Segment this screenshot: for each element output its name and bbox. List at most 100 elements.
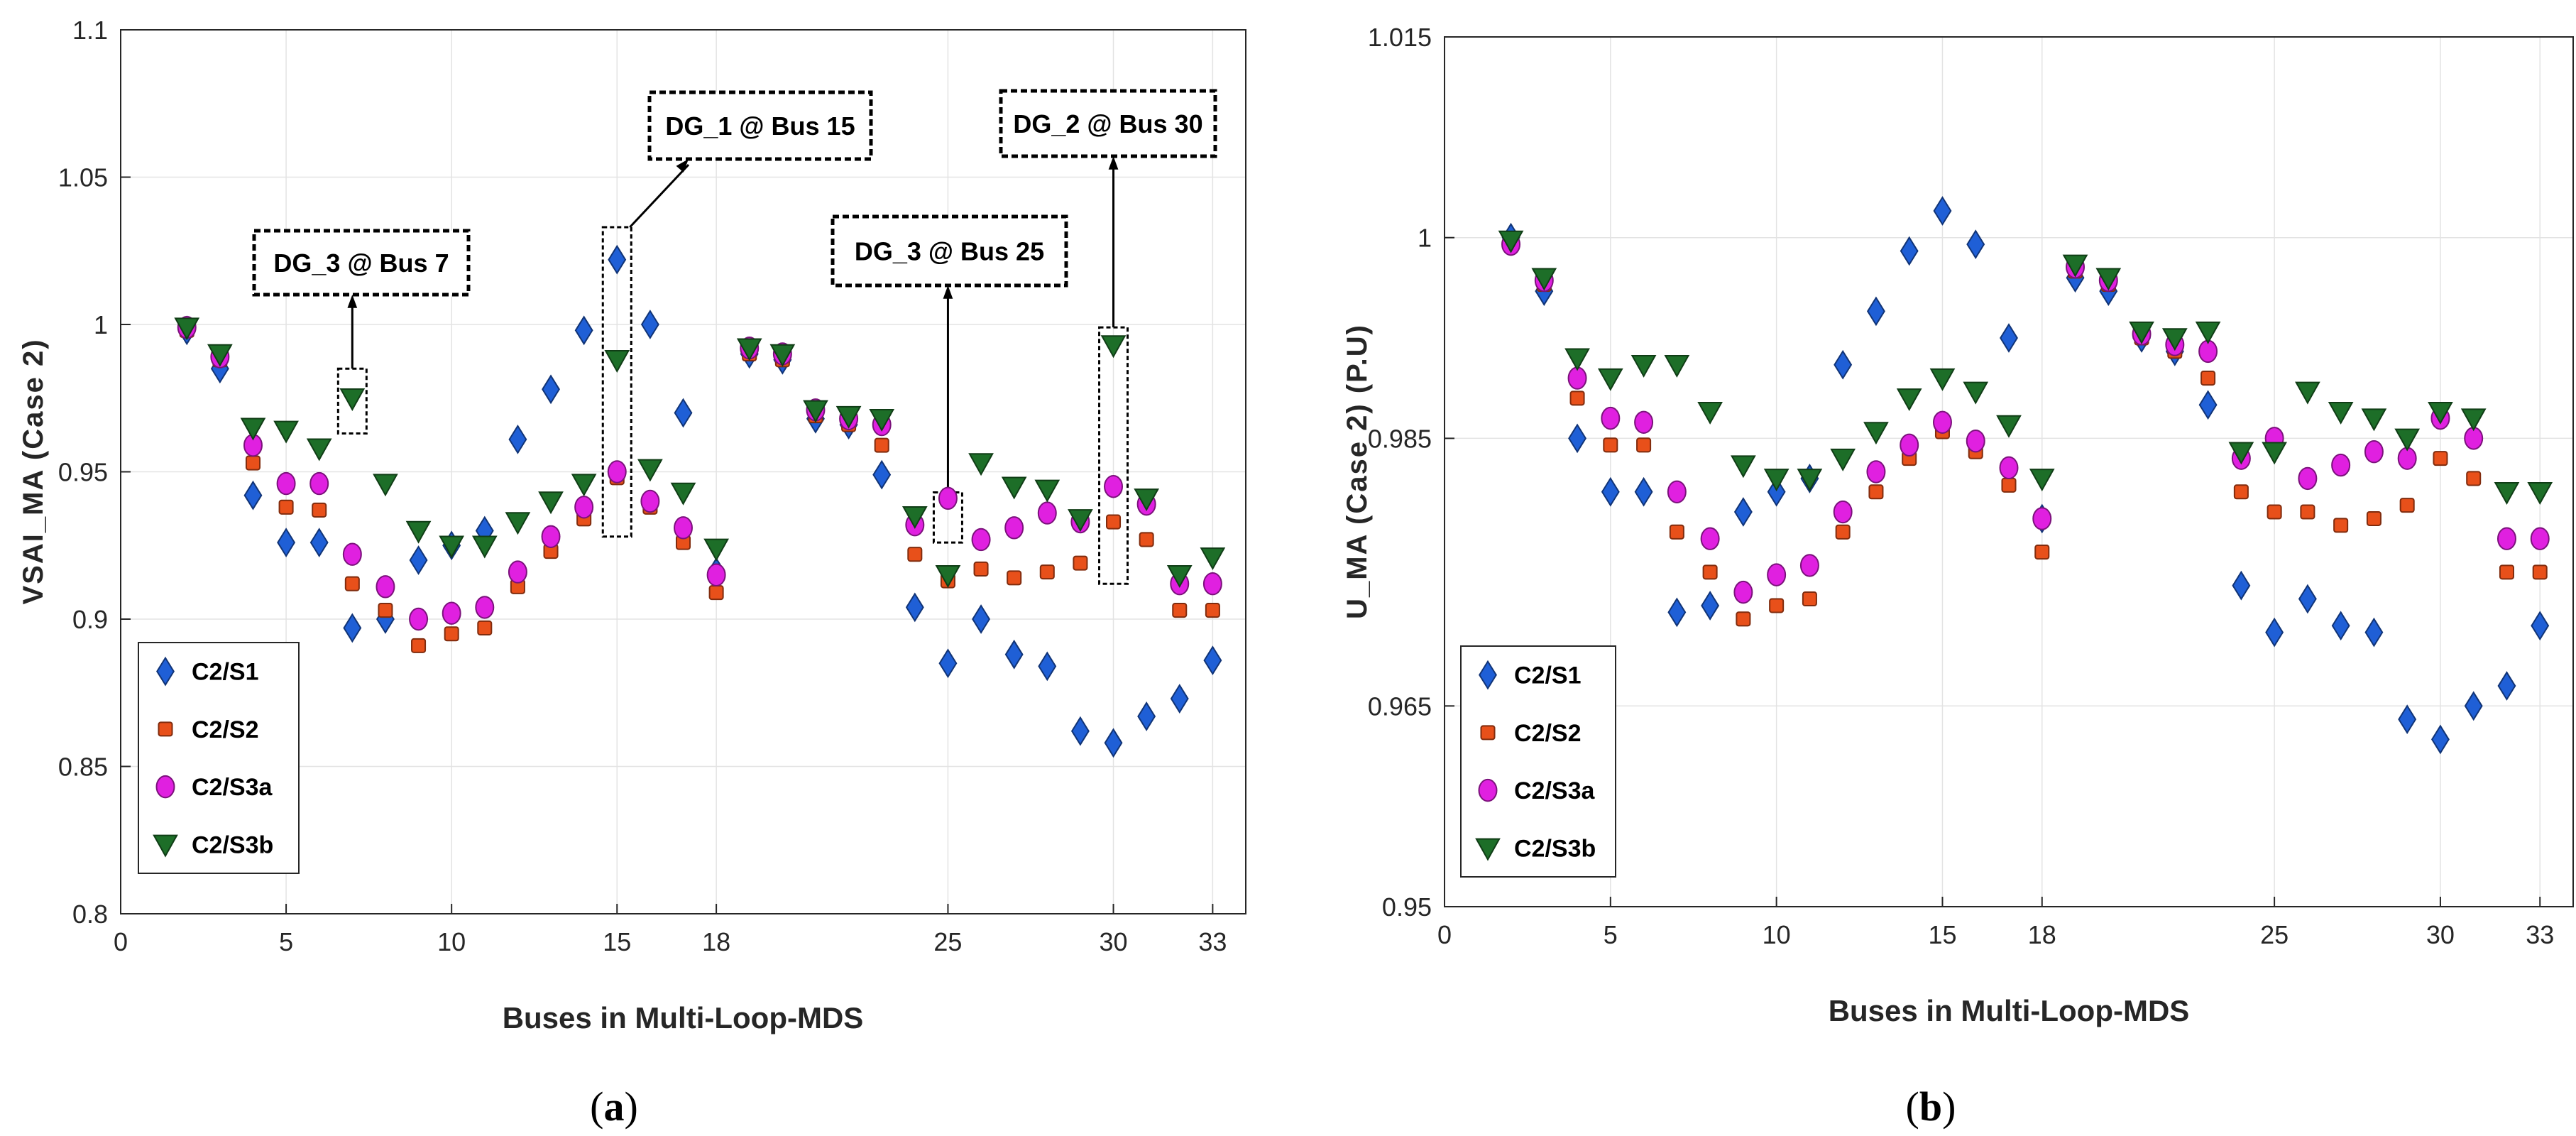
- data-point: [1929, 368, 1956, 391]
- annotation-arrowhead: [676, 159, 689, 173]
- annotations-a: DG_3 @ Bus 7 DG_1 @ Bus 15 DG_3 @ Bus 25 DG…: [252, 89, 1217, 585]
- data-point: [405, 520, 432, 544]
- annotation-arrow: [629, 163, 690, 229]
- data-point: [1963, 381, 1989, 405]
- data-point: [608, 244, 627, 275]
- annotation-label: DG_1 @ Bus 15: [665, 111, 855, 141]
- data-point: [2499, 564, 2514, 580]
- data-point: [508, 560, 527, 584]
- y-axis-label-a: VSAI_MA (Case 2): [18, 338, 49, 604]
- y-tick-label: 0.85: [58, 753, 108, 782]
- data-point: [2200, 371, 2216, 386]
- y-tick-label: 0.8: [72, 900, 108, 929]
- data-point: [1038, 651, 1057, 682]
- data-point: [1700, 527, 1720, 550]
- data-point: [938, 648, 958, 679]
- data-point: [207, 344, 233, 367]
- data-point: [968, 453, 994, 476]
- data-point: [1830, 448, 1856, 471]
- legend-marker: [1475, 838, 1501, 861]
- data-point: [571, 474, 597, 497]
- data-point: [2361, 408, 2387, 432]
- data-point: [477, 620, 493, 635]
- data-point: [1104, 728, 1123, 758]
- annotation-label: DG_2 @ Bus 30: [1013, 109, 1202, 138]
- legend-label: C2/S3a: [192, 774, 273, 801]
- data-point: [1834, 349, 1853, 380]
- data-point: [674, 398, 693, 428]
- data-point: [2364, 617, 2384, 648]
- data-point: [2497, 671, 2516, 701]
- legend-label: C2/S1: [192, 659, 259, 686]
- data-point: [640, 489, 660, 513]
- data-point: [245, 455, 261, 471]
- data-point: [2062, 254, 2088, 278]
- data-point: [444, 626, 459, 642]
- tick-labels-a: 0 5 10 15 18 25 30 33 0.8 0.85 0.9 0.95 1 1.05 1.1: [58, 16, 1227, 956]
- data-point: [343, 613, 362, 643]
- data-point: [1866, 296, 1885, 327]
- data-point: [708, 585, 724, 601]
- x-tick-label: 25: [933, 927, 962, 956]
- data-point: [1667, 480, 1687, 503]
- data-point: [1569, 390, 1585, 406]
- legend-label: C2/S2: [1514, 720, 1582, 747]
- data-point: [2095, 268, 2122, 291]
- data-point: [2333, 518, 2349, 533]
- data-point: [2399, 498, 2415, 513]
- legend-label: C2/S3b: [192, 831, 273, 858]
- y-tick-label: 0.95: [1382, 892, 1432, 922]
- data-point: [905, 592, 924, 623]
- data-point: [2428, 401, 2453, 425]
- x-axis-label-a: Buses in Multi-Loop-MDS: [503, 1001, 864, 1034]
- data-point: [1999, 456, 2019, 480]
- data-point: [1073, 555, 1088, 571]
- data-point: [1603, 437, 1618, 453]
- data-point: [2267, 504, 2282, 520]
- data-point: [640, 310, 659, 339]
- data-point: [1802, 591, 1817, 607]
- data-point: [1205, 603, 1220, 618]
- data-point: [1004, 639, 1024, 670]
- data-point: [901, 506, 928, 529]
- data-point: [670, 482, 696, 506]
- data-point: [1702, 564, 1718, 580]
- legend-marker: [1479, 660, 1497, 690]
- data-point: [1701, 591, 1720, 621]
- x-tick-label: 5: [279, 927, 293, 956]
- y-tick-label: 0.9: [72, 605, 108, 634]
- data-points-a: [174, 244, 1226, 758]
- data-point: [2000, 323, 2018, 353]
- data-point: [2300, 504, 2315, 520]
- data-point: [174, 317, 200, 341]
- data-point: [276, 471, 296, 496]
- annotation-box: [647, 90, 873, 161]
- data-point: [1070, 716, 1090, 746]
- annotation-dg-bus-7: DG_3 @ Bus 7: [252, 229, 471, 435]
- legend-label: C2/S3b: [1514, 835, 1596, 862]
- x-tick-label: 30: [1100, 927, 1128, 956]
- data-point: [1896, 388, 1922, 412]
- data-point: [1996, 415, 2022, 438]
- data-point: [2228, 442, 2254, 465]
- data-point: [2531, 611, 2550, 641]
- data-point: [2430, 724, 2450, 755]
- series-c2-s3b: [1498, 230, 2553, 505]
- data-point: [872, 459, 892, 490]
- data-point: [1104, 475, 1124, 498]
- data-point: [1601, 406, 1621, 430]
- data-point: [706, 563, 726, 586]
- data-point: [2295, 381, 2320, 405]
- data-point: [1166, 565, 1193, 588]
- chart-panel-b: 0 5 10 15 18 25 30 33 0.95 0.965 0.985 1 1.015 Buses…: [1342, 23, 2574, 1130]
- data-point: [2265, 617, 2284, 648]
- annotation-label: DG_3 @ Bus 7: [273, 248, 449, 278]
- annotation-box: [252, 229, 471, 297]
- data-point: [874, 437, 889, 453]
- chart-panel-a: 0 5 10 15 18 25 30 33 0.8 0.85 0.9 0.95 1 1.05 1.1 DG_…: [18, 16, 1246, 1130]
- data-point: [935, 565, 961, 588]
- data-point: [342, 542, 362, 566]
- data-point: [1868, 484, 1884, 500]
- data-point: [703, 538, 729, 562]
- data-point: [1568, 423, 1587, 454]
